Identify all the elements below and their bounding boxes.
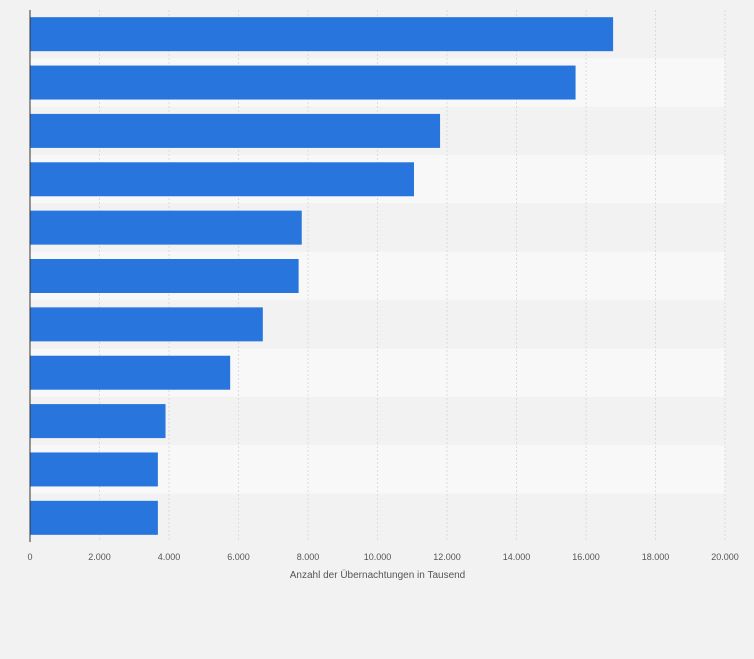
- bars: [30, 17, 614, 535]
- x-tick-label: 6.000: [227, 552, 250, 562]
- x-tick-label: 18.000: [642, 552, 670, 562]
- x-tick-label: 2.000: [88, 552, 111, 562]
- x-tick-label: 4.000: [158, 552, 181, 562]
- bar[interactable]: [30, 17, 614, 52]
- bar[interactable]: [30, 210, 302, 245]
- x-tick-label: 12.000: [433, 552, 461, 562]
- x-axis-title: Anzahl der Übernachtungen in Tausend: [290, 569, 466, 581]
- x-tick-label: 20.000: [711, 552, 739, 562]
- bar[interactable]: [30, 65, 576, 100]
- bar[interactable]: [30, 355, 231, 390]
- x-tick-label: 14.000: [503, 552, 531, 562]
- x-axis-ticks: 0 2.000 4.000 6.000 8.000 10.000 12.000 14.000 1…: [27, 552, 738, 562]
- bar[interactable]: [30, 113, 441, 148]
- bar[interactable]: [30, 162, 414, 197]
- x-tick-label: 16.000: [572, 552, 600, 562]
- x-tick-label: 10.000: [364, 552, 392, 562]
- bar[interactable]: [30, 404, 166, 439]
- bar[interactable]: [30, 259, 299, 293]
- bar[interactable]: [30, 307, 263, 342]
- x-tick-label: 8.000: [297, 552, 320, 562]
- bar[interactable]: [30, 452, 158, 487]
- bar[interactable]: [30, 500, 158, 535]
- x-tick-label: 0: [27, 552, 32, 562]
